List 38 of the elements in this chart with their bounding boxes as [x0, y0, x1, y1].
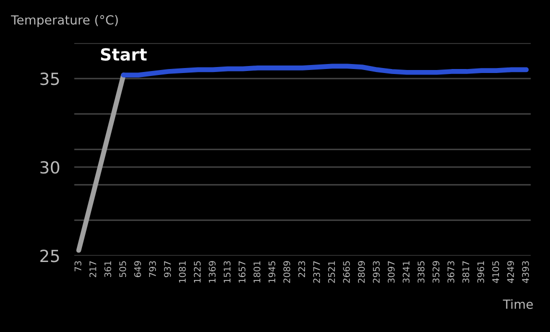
- x-tick-label: 1657: [238, 261, 246, 282]
- line-series: [121, 64, 529, 78]
- x-tick-label: 2377: [313, 261, 320, 283]
- x-tick-label: 2953: [372, 261, 380, 283]
- x-tick-label: 1081: [178, 261, 186, 282]
- x-tick-label: 3673: [447, 261, 454, 283]
- x-tick-label: 223: [298, 261, 306, 278]
- x-tick-label: 4393: [522, 261, 529, 284]
- x-tick-label: 3097: [388, 261, 395, 283]
- x-tick-label: 2089: [283, 261, 290, 283]
- annotation: Start: [100, 48, 147, 61]
- x-tick-label: 1513: [224, 261, 231, 282]
- x-tick-label: 1945: [268, 261, 276, 282]
- y-tick-label: 30: [40, 161, 60, 174]
- x-tick-label: 3529: [432, 261, 440, 283]
- x-tick-label: 505: [119, 261, 126, 278]
- x-axis-title: Time: [502, 299, 533, 309]
- x-tick-label: 4105: [492, 261, 500, 284]
- x-tick-label: 4249: [507, 261, 514, 284]
- x-tick-label: 361: [104, 261, 112, 278]
- x-tick-label: 2809: [358, 261, 365, 283]
- x-tick-label: 793: [149, 261, 156, 277]
- x-tick-label: 217: [89, 261, 96, 278]
- x-tick-label: 1225: [194, 261, 201, 282]
- y-tick-label: 35: [40, 72, 59, 86]
- x-tick-label: 3961: [477, 261, 484, 283]
- x-tick-label: 3817: [462, 261, 470, 283]
- x-tick-label: 649: [134, 261, 142, 278]
- y-axis-title: Temperature (°C): [10, 14, 118, 28]
- y-tick-label: 25: [40, 250, 59, 262]
- x-tick-label: 937: [164, 261, 171, 278]
- x-tick-label: 2521: [328, 261, 335, 283]
- x-tick-label: 1369: [208, 261, 216, 282]
- x-tick-label: 1801: [254, 261, 260, 282]
- x-tick-label: 2665: [343, 261, 350, 283]
- x-tick-label: 73: [74, 261, 82, 272]
- x-tick-label: 3385: [418, 261, 424, 283]
- x-tick-label: 3241: [402, 261, 410, 283]
